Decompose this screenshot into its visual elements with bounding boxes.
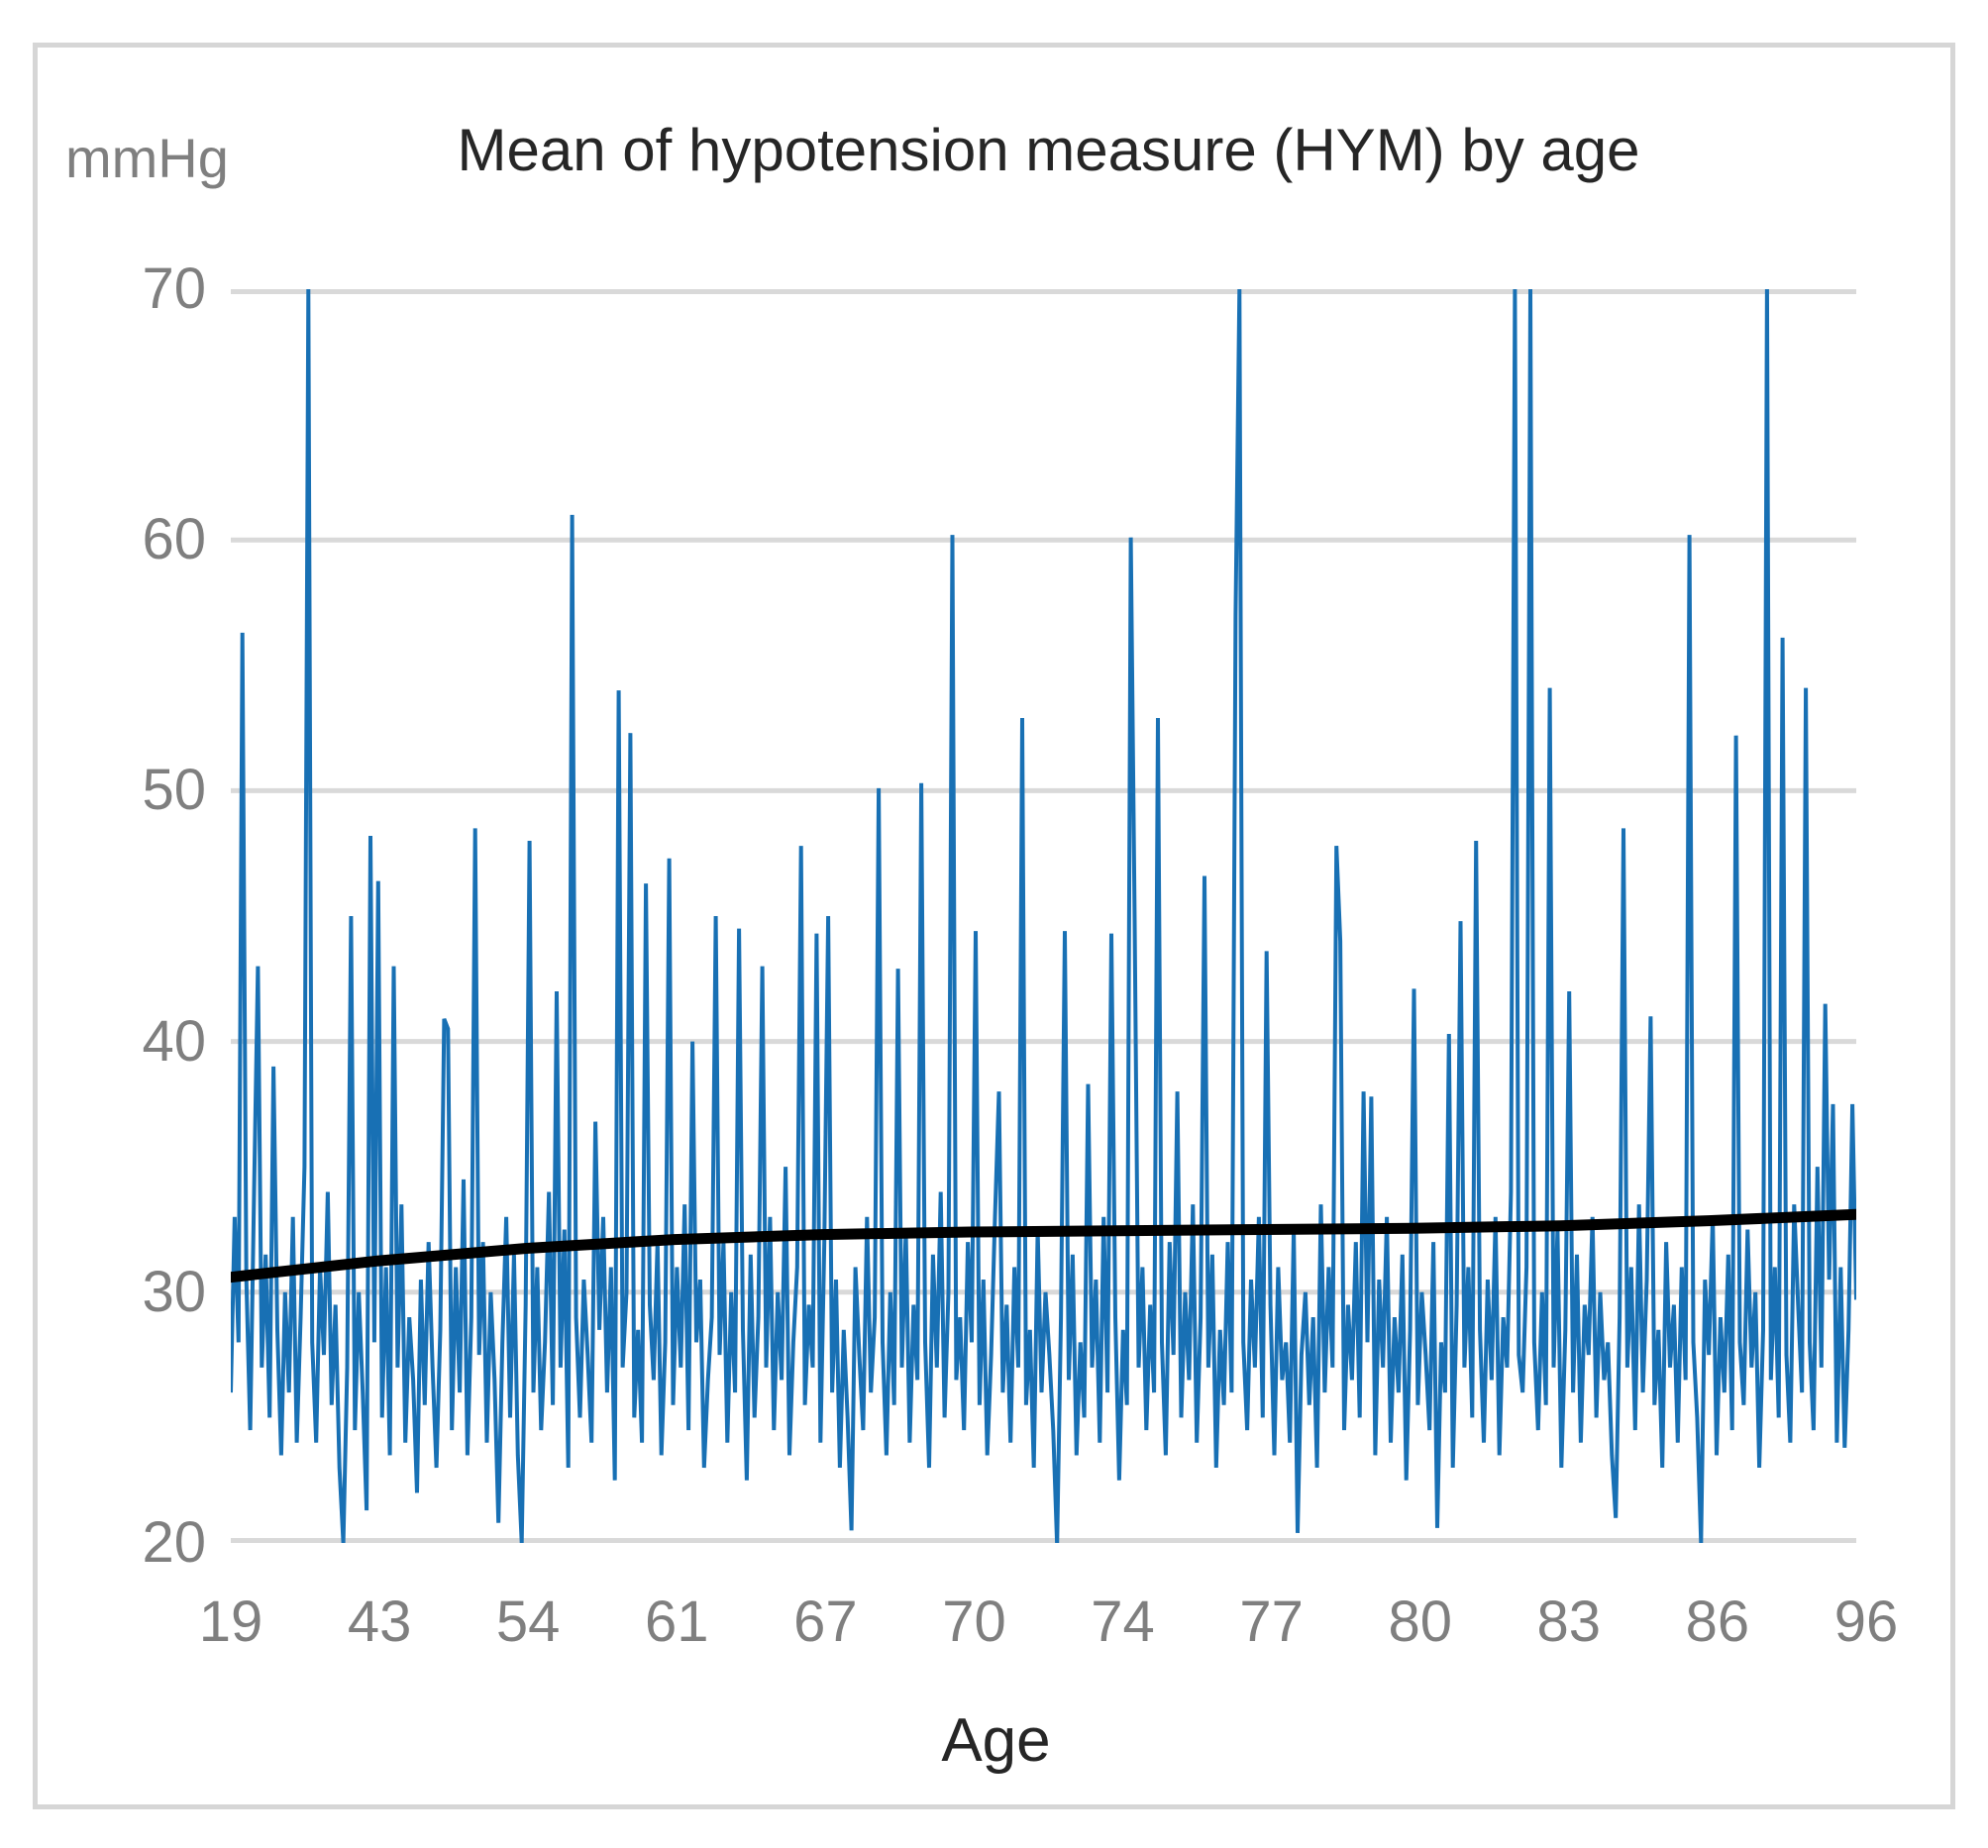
y-tick-label: 30 (142, 1259, 206, 1324)
y-tick-label: 40 (142, 1008, 206, 1074)
x-tick-label: 19 (198, 1590, 263, 1654)
x-tick-label: 86 (1685, 1590, 1750, 1654)
x-tick-label: 83 (1536, 1590, 1602, 1654)
x-axis-title: Age (941, 1706, 1051, 1775)
y-tick-label: 20 (142, 1510, 206, 1575)
chart-frame (33, 43, 1955, 1809)
x-tick-label: 96 (1833, 1590, 1899, 1654)
x-tick-label: 74 (1091, 1590, 1155, 1654)
y-axis-unit-label: mmHg (65, 127, 229, 189)
x-tick-label: 77 (1239, 1590, 1304, 1654)
y-tick-label: 60 (142, 507, 206, 572)
trend-line (231, 1208, 1856, 1283)
plot-area (231, 289, 1856, 1543)
x-tick-label: 80 (1388, 1590, 1452, 1654)
x-tick-label: 67 (793, 1590, 858, 1654)
y-tick-label: 50 (142, 758, 206, 823)
hym-series-line (231, 289, 1856, 1543)
x-tick-label: 54 (495, 1590, 561, 1654)
chart-title: Mean of hypotension measure (HYM) by age (457, 117, 1640, 183)
x-tick-label: 43 (347, 1590, 412, 1654)
y-tick-label: 70 (142, 257, 206, 321)
x-tick-label: 61 (645, 1590, 709, 1654)
x-tick-label: 70 (942, 1590, 1006, 1654)
